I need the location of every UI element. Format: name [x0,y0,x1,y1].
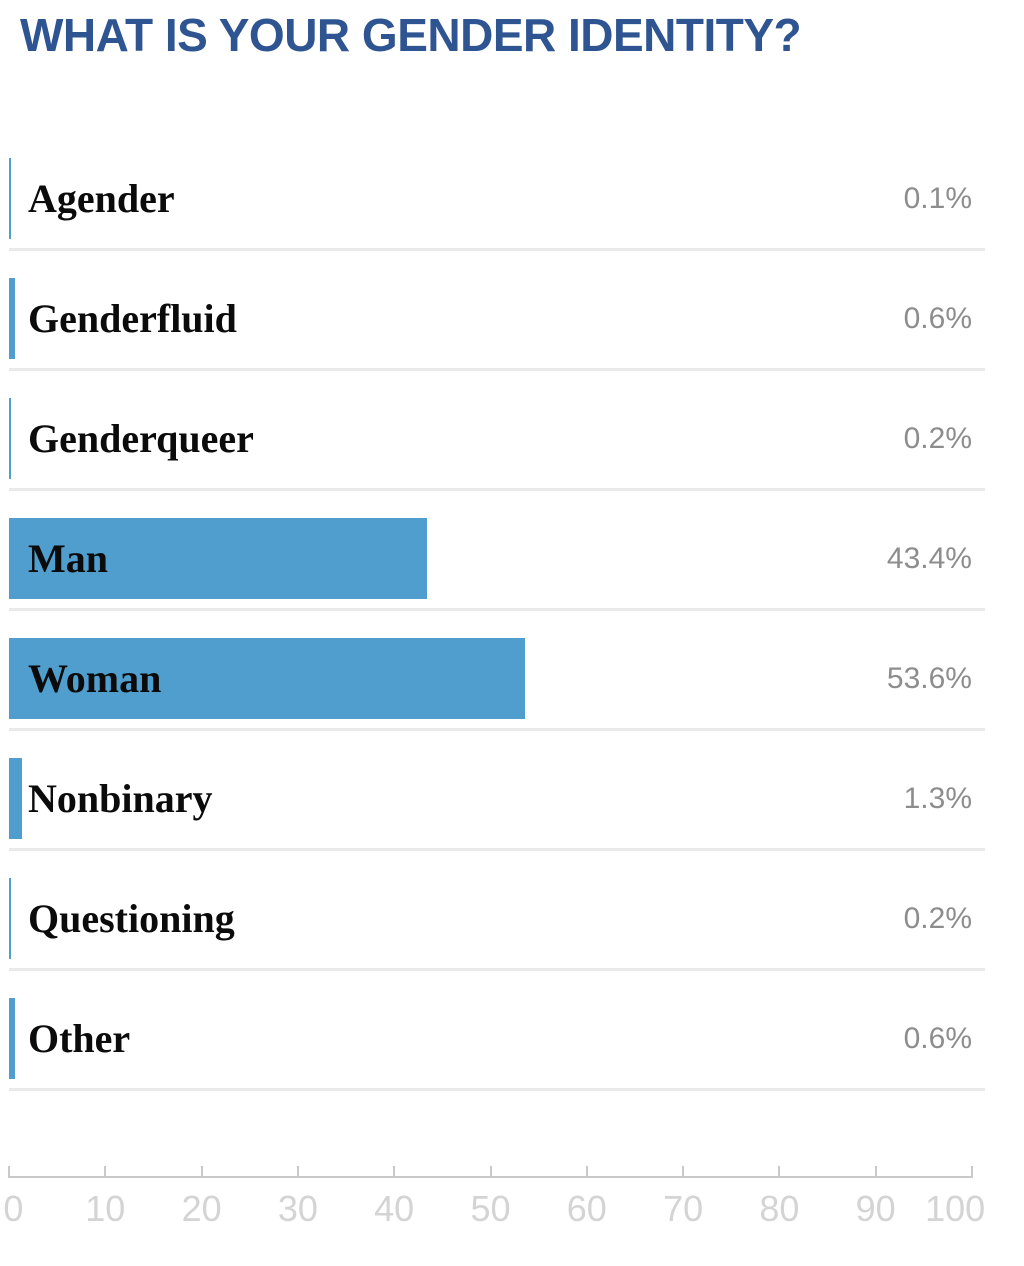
category-label: Other [28,1016,131,1061]
bar [9,878,11,959]
bar-row: Agender 0.1% [9,152,985,272]
category-label: Genderfluid [28,296,237,341]
bar [9,278,15,359]
value-label: 0.6% [903,302,972,335]
row-divider [9,968,985,971]
bar-row: Other 0.6% [9,992,985,1112]
value-label: 1.3% [903,782,972,815]
category-label: Agender [28,176,175,221]
bar-row: Questioning 0.2% [9,872,985,992]
category-label: Man [28,536,108,581]
bar-row: Woman 53.6% [9,632,985,752]
bar-rows: Agender 0.1% Genderfluid 0.6% Genderquee… [9,152,985,1112]
row-divider [9,608,985,611]
bar [9,158,11,239]
row-divider [9,368,985,371]
category-label: Nonbinary [28,776,213,821]
axis-tick-label: 0 [3,1188,24,1229]
bar-row: Genderqueer 0.2% [9,392,985,512]
bar [9,398,11,479]
chart-title: WHAT IS YOUR GENDER IDENTITY? [20,9,802,61]
axis-tick [393,1166,396,1178]
axis-tick [200,1166,203,1178]
row-divider [9,1088,985,1091]
axis-tick [585,1166,588,1178]
value-label: 43.4% [886,542,972,575]
axis-tick-label: 90 [855,1188,896,1229]
category-label: Genderqueer [28,416,254,461]
axis-tick-label: 10 [85,1188,126,1229]
axis-tick-label: 100 [925,1188,986,1229]
axis-tick-label: 70 [663,1188,704,1229]
bar-row: Man 43.4% [9,512,985,632]
bar [9,758,22,839]
value-label: 0.2% [903,422,972,455]
axis-tick [489,1166,492,1178]
axis-tick-label: 80 [759,1188,800,1229]
value-label: 53.6% [886,662,972,695]
axis-tick-label: 20 [181,1188,222,1229]
value-label: 0.2% [903,902,972,935]
row-divider [9,848,985,851]
axis-tick [296,1166,299,1178]
row-divider [9,728,985,731]
axis-tick-label: 60 [566,1188,607,1229]
axis-tick-label: 30 [277,1188,318,1229]
axis-tick [104,1166,107,1178]
axis-tick [874,1166,877,1178]
axis-tick [8,1166,10,1178]
category-label: Woman [28,656,162,701]
bar [9,518,427,599]
axis-tick [778,1166,781,1178]
bar-row: Nonbinary 1.3% [9,752,985,872]
axis-tick [971,1166,973,1178]
axis-tick [682,1166,685,1178]
row-divider [9,248,985,251]
value-label: 0.6% [903,1022,972,1055]
axis-tick-label: 40 [374,1188,415,1229]
bar [9,998,15,1079]
value-label: 0.1% [903,182,972,215]
bar-row: Genderfluid 0.6% [9,272,985,392]
axis-tick-label: 50 [470,1188,511,1229]
bar [9,638,526,719]
x-axis: 0 10 20 30 40 50 60 70 80 90 100 [3,1166,985,1229]
category-label: Questioning [28,896,235,941]
row-divider [9,488,985,491]
